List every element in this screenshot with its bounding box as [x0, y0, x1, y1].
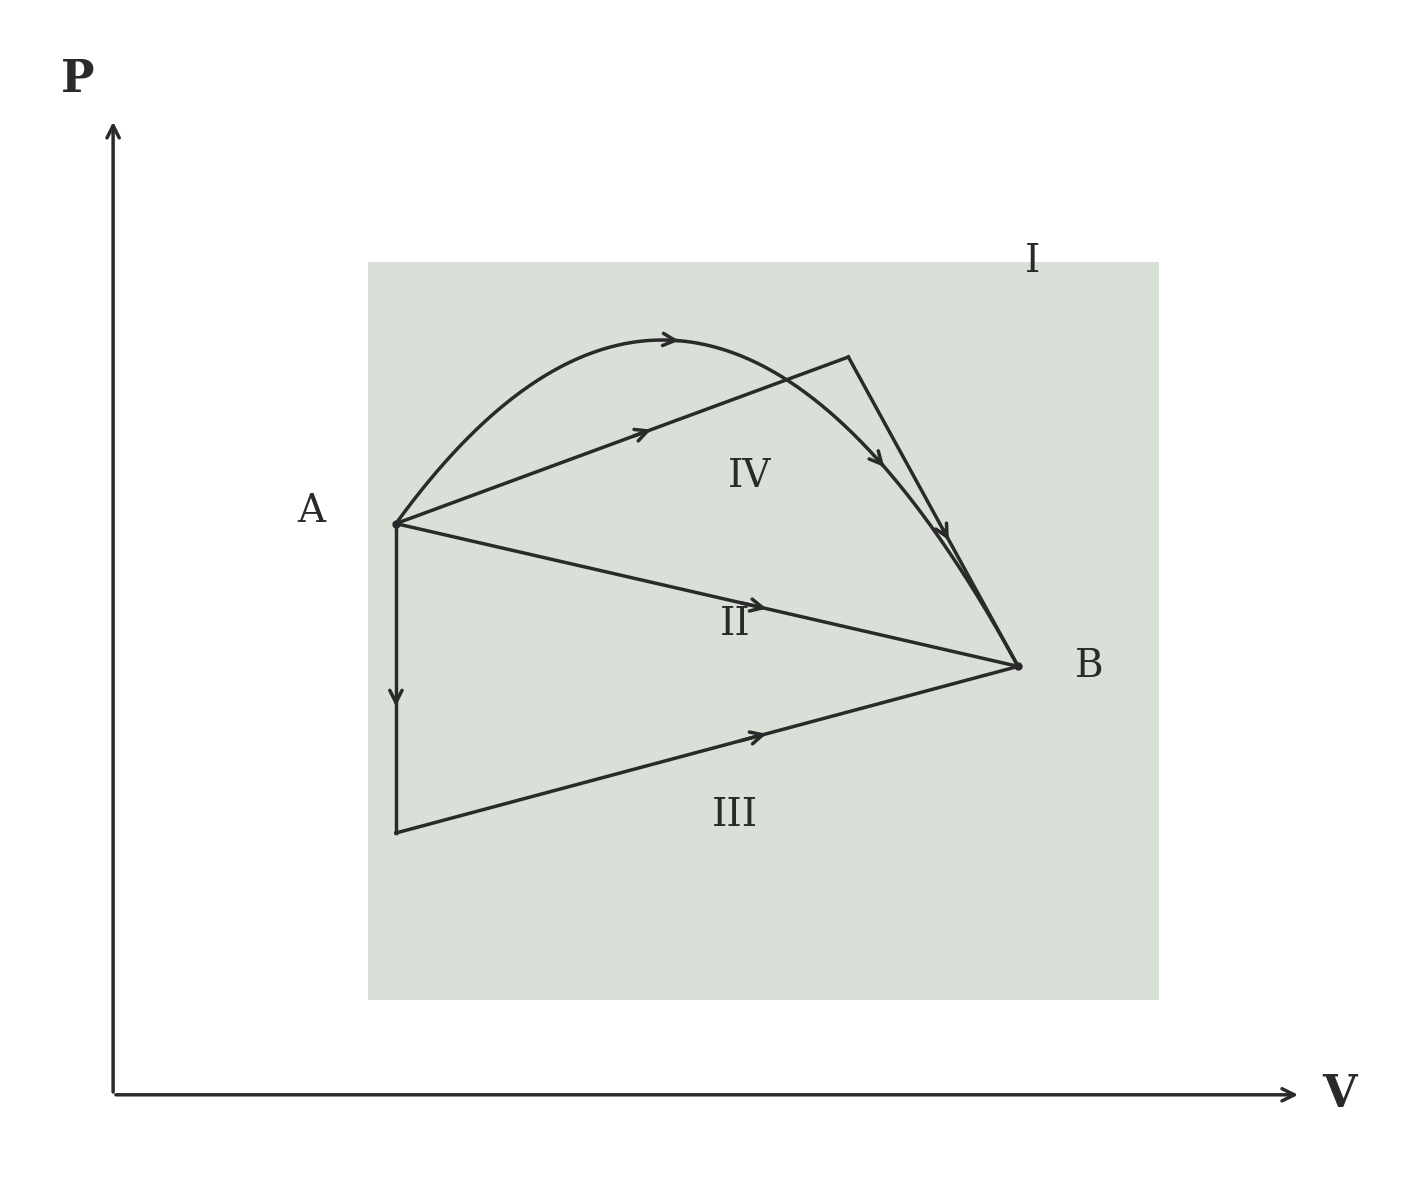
Text: IV: IV — [728, 457, 771, 495]
Text: III: III — [713, 796, 758, 834]
Text: II: II — [720, 606, 751, 644]
Text: A: A — [297, 493, 325, 531]
Text: P: P — [61, 58, 95, 101]
Bar — [368, 262, 1159, 1000]
Text: B: B — [1075, 647, 1103, 685]
Text: I: I — [1025, 243, 1041, 281]
Text: V: V — [1322, 1073, 1356, 1116]
